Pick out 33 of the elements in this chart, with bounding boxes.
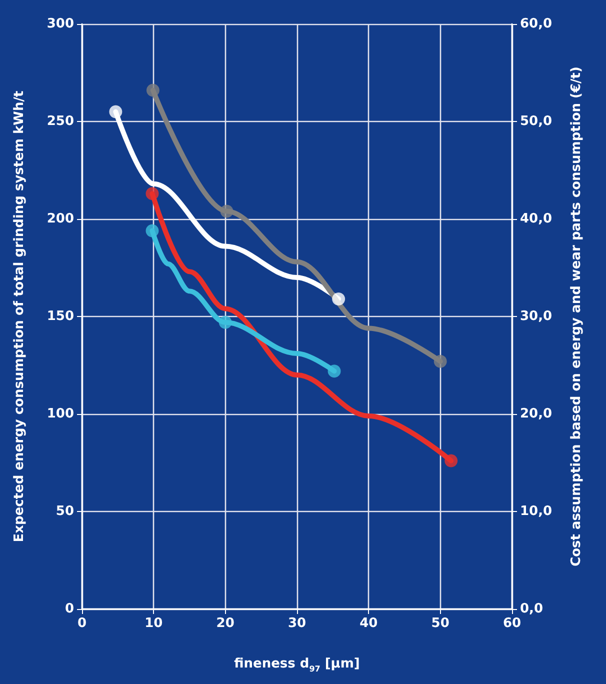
- y-tick-label: 300: [46, 16, 74, 32]
- point: [146, 224, 159, 238]
- point: [434, 354, 447, 368]
- point: [109, 105, 122, 118]
- y2-tick-label: 10,0: [520, 504, 552, 519]
- y-tick-label: 200: [46, 212, 74, 226]
- y2-tick-label: 0,0: [520, 602, 544, 616]
- y-tick-label: 100: [46, 406, 74, 422]
- x-tick-label: 20: [216, 616, 234, 631]
- y-tick-label: 150: [46, 309, 74, 324]
- point: [220, 204, 234, 218]
- y2-tick-label: 30,0: [520, 309, 552, 324]
- point: [218, 316, 232, 329]
- y2-axis-title: Cost assumption based on energy and wear parts consumption (€/t): [569, 66, 584, 566]
- y-tick-label: 0: [64, 602, 74, 616]
- y2-tick-label: 50,0: [520, 114, 552, 129]
- x-tick-label: 40: [360, 616, 378, 631]
- y-tick-label: 50: [56, 504, 74, 519]
- x-tick-label: 30: [288, 616, 306, 631]
- point: [332, 292, 346, 306]
- x-tick-label: 0: [77, 616, 87, 631]
- y2-tick-label: 60,0: [520, 16, 552, 32]
- point: [146, 187, 159, 200]
- x-tick-label: 60: [502, 616, 522, 631]
- x-tick-label: 50: [431, 616, 450, 631]
- point: [444, 454, 458, 468]
- x-tick-label: 10: [144, 616, 163, 631]
- y2-tick-label: 20,0: [520, 406, 552, 422]
- point: [146, 84, 160, 97]
- point: [328, 364, 341, 378]
- y2-tick-label: 40,0: [520, 212, 552, 226]
- y-axis-title: Expected energy consumption of total grinding system kWh/t: [12, 90, 27, 542]
- y-tick-label: 250: [46, 114, 74, 129]
